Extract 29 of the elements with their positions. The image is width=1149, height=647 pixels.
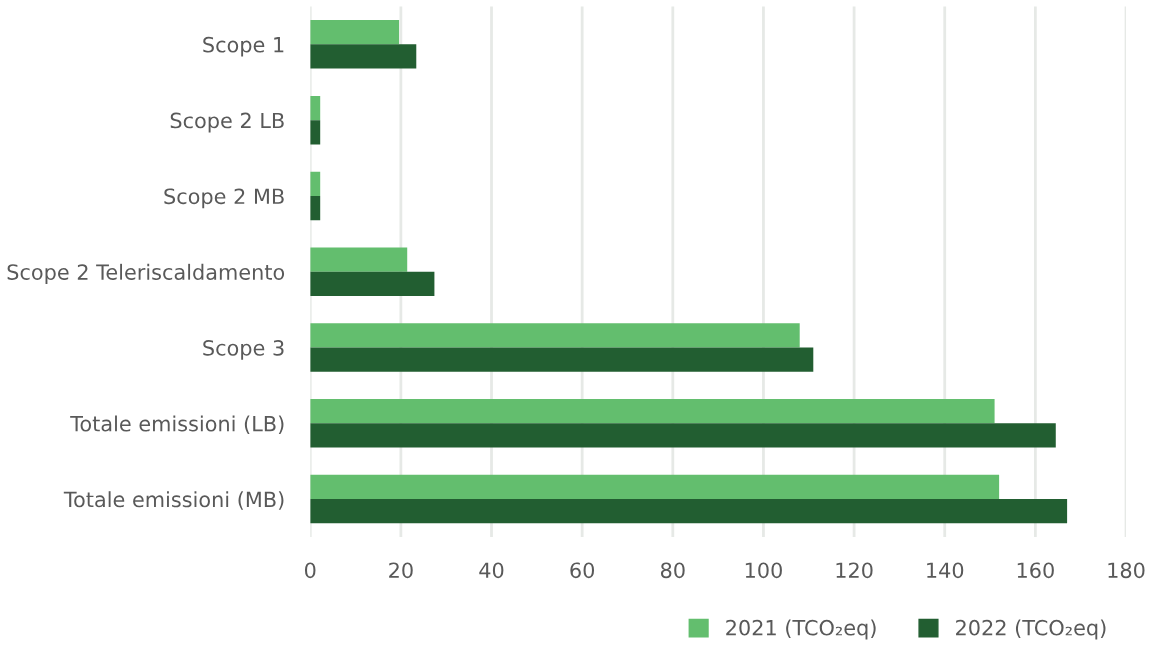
y-tick-label: Totale emissioni (MB) bbox=[63, 491, 284, 510]
bar bbox=[310, 499, 1068, 524]
x-tick-label: 160 bbox=[1017, 562, 1054, 579]
x-tick-label: 180 bbox=[1108, 562, 1145, 579]
bar bbox=[310, 474, 1000, 500]
y-tick-label: Scope 2 LB bbox=[170, 112, 284, 133]
bar bbox=[310, 247, 408, 272]
x-tick-label: 20 bbox=[389, 562, 413, 579]
x-tick-label: 60 bbox=[570, 562, 595, 579]
y-tick-label: Totale emissioni (LB) bbox=[70, 415, 284, 434]
y-tick-label: Scope 2 MB bbox=[164, 188, 284, 209]
y-tick-label: Scope 2 Teleriscaldamento bbox=[7, 263, 285, 284]
x-tick-label: 80 bbox=[660, 562, 685, 579]
x-tick-label: 0 bbox=[304, 562, 316, 579]
x-tick-label: 120 bbox=[836, 562, 873, 579]
x-tick-label: 140 bbox=[927, 562, 964, 579]
bar bbox=[310, 20, 400, 45]
x-tick-label: 100 bbox=[745, 562, 782, 579]
bar bbox=[310, 44, 417, 69]
legend-label: 2022 (TCO₂eq) bbox=[956, 619, 1106, 640]
bar bbox=[310, 423, 1056, 448]
legend-label: 2021 (TCO₂eq) bbox=[726, 619, 876, 640]
bar bbox=[310, 399, 995, 424]
y-tick-label: Scope 1 bbox=[203, 36, 284, 57]
y-tick-label: Scope 3 bbox=[203, 339, 284, 360]
bar bbox=[310, 347, 814, 372]
bar bbox=[310, 323, 800, 348]
bar bbox=[310, 271, 435, 296]
x-tick-label: 40 bbox=[479, 562, 504, 579]
